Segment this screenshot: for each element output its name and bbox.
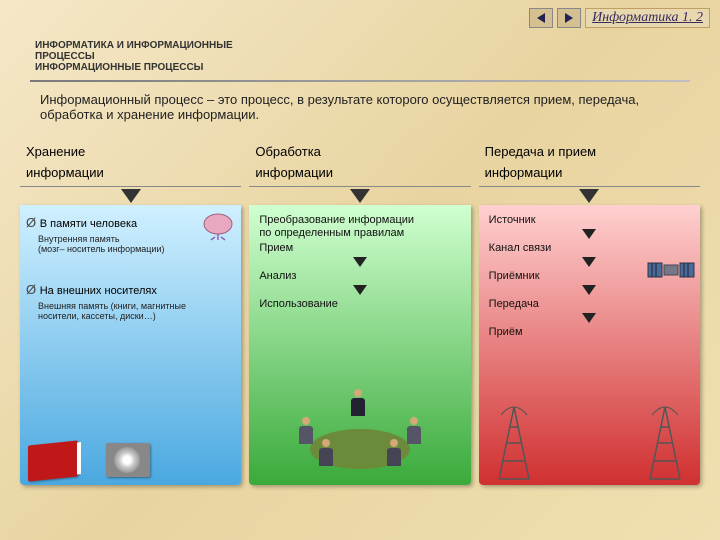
col2-sub: информации [249,163,470,187]
col2-body: Преобразование информации по определенны… [249,205,470,485]
divider [30,80,690,82]
col2-header: Обработка [249,140,470,163]
arrow-down-icon [582,285,596,295]
satellite-icon [646,255,696,285]
definition-text: Информационный процесс – это процесс, в … [40,92,680,122]
title-line-2: ПРОЦЕССЫ [35,51,233,62]
columns-container: Хранение информации Ø В памяти человека … [20,140,700,530]
arrow-down-icon [121,189,141,203]
col1-bullet2: Ø На внешних носителях [26,282,235,297]
radio-tower-icon [489,401,539,481]
col2-step3: Анализ [259,270,460,282]
title-line-1: ИНФОРМАТИКА И ИНФОРМАЦИОННЫЕ [35,40,233,51]
radio-tower-icon [640,401,690,481]
column-transfer: Передача и прием информации Источник Кан… [479,140,700,530]
nav-next-button[interactable] [557,8,581,28]
title-line-3: ИНФОРМАЦИОННЫЕ ПРОЦЕССЫ [35,62,233,73]
meeting-table-icon [290,389,430,479]
arrow-down-icon [353,285,367,295]
col1-bullet1-text: В памяти человека [40,218,137,230]
col3-sub: информации [479,163,700,187]
header-link[interactable]: Информатика 1. 2 [585,8,710,28]
slide-titles: ИНФОРМАТИКА И ИНФОРМАЦИОННЫЕ ПРОЦЕССЫ ИН… [35,40,233,73]
disc-drive-icon [106,443,150,477]
arrow-down-icon [353,257,367,267]
col1-bullet2-text: На внешних носителях [40,285,157,297]
col1-sub2a: Внешняя память (книги, магнитные [38,301,235,311]
arrow-down-icon [582,257,596,267]
col2-step4: Использование [259,298,460,310]
col1-header: Хранение [20,140,241,163]
nav-prev-button[interactable] [529,8,553,28]
col3-step5: Приём [489,326,690,338]
col3-step2: Канал связи [489,242,690,254]
col3-step1: Источник [489,214,690,226]
col3-body: Источник Канал связи Приёмник Передача П… [479,205,700,485]
col1-sub2b: носители, кассеты, диски…) [38,311,235,321]
brain-icon [201,213,235,241]
col3-header: Передача и прием [479,140,700,163]
triangle-right-icon [563,12,575,24]
col2-step2: Прием [259,242,460,254]
triangle-left-icon [535,12,547,24]
col1-body: Ø В памяти человека Внутренняя память (м… [20,205,241,485]
book-icon [28,440,78,481]
col1-images [28,443,150,479]
col1-sub: информации [20,163,241,187]
col2-step1a: Преобразование информации [259,214,460,226]
arrow-down-icon [350,189,370,203]
arrow-down-icon [582,313,596,323]
header-nav: Информатика 1. 2 [529,8,710,28]
arrow-down-icon [579,189,599,203]
column-storage: Хранение информации Ø В памяти человека … [20,140,241,530]
col2-step1b: по определенным правилам [259,227,460,239]
col3-step4: Передача [489,298,690,310]
col1-sub1b: (мозг– носитель информации) [38,244,235,254]
column-processing: Обработка информации Преобразование инфо… [249,140,470,530]
arrow-down-icon [582,229,596,239]
